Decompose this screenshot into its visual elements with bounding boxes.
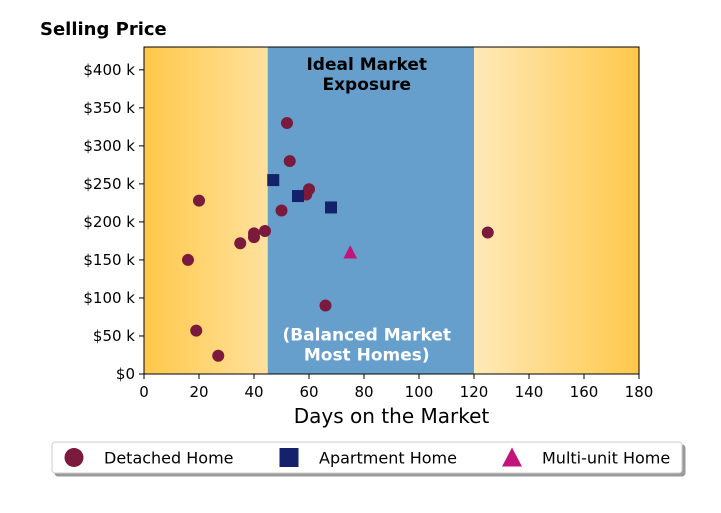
data-point-circle (190, 324, 203, 337)
data-point-square (325, 201, 337, 214)
band-annotation-2: (Balanced Market Most Homes) (282, 326, 451, 366)
annotation-line: Exposure (322, 75, 411, 95)
data-point-circle (281, 117, 293, 130)
y-tick-label: $350 k (83, 99, 135, 117)
legend-marker-circle (64, 448, 84, 467)
x-tick-label: 120 (460, 383, 489, 401)
x-tick-label: 60 (299, 383, 318, 401)
y-tick-label: $50 k (93, 327, 135, 345)
y-tick-label: $0 (116, 365, 135, 383)
legend-label: Multi-unit Home (542, 449, 670, 468)
x-tick-label: 140 (515, 383, 544, 401)
data-point-circle (283, 155, 296, 168)
x-tick-label: 80 (354, 383, 373, 401)
data-point-square (267, 174, 280, 187)
legend-label: Apartment Home (319, 449, 457, 468)
x-tick-label: 180 (625, 383, 654, 401)
y-tick-label: $150 k (83, 251, 135, 269)
data-point-circle (259, 225, 271, 238)
data-point-circle (481, 226, 494, 239)
annotation-line: Ideal Market (306, 55, 427, 75)
legend-marker-triangle (502, 447, 522, 467)
data-point-triangle (343, 245, 358, 259)
x-tick-label: 40 (244, 383, 263, 401)
y-tick-label: $100 k (83, 289, 135, 307)
data-point-circle (275, 204, 288, 217)
x-tick-label: 100 (405, 383, 434, 401)
annotation-line: (Balanced Market (282, 326, 451, 346)
plot-area: Ideal Market Exposure (Balanced Market Most… (143, 46, 640, 375)
y-axis: $0 $50 k $100 k $150 k $200 k $250 k $300 k $35… (83, 61, 144, 383)
legend-marker-square (279, 448, 299, 467)
data-point-circle (248, 231, 260, 244)
x-axis-title: Days on the Market (294, 404, 490, 428)
legend-box (51, 441, 683, 474)
data-point-circle (212, 349, 225, 362)
y-tick-label: $300 k (83, 137, 135, 155)
y-tick-label: $200 k (83, 213, 135, 231)
data-point-circle (303, 183, 315, 196)
annotation-line: Most Homes) (304, 346, 430, 366)
band-annotation-1: Ideal Market Exposure (306, 55, 427, 95)
legend-label: Detached Home (104, 449, 234, 468)
x-tick-label: 0 (139, 383, 149, 401)
data-point-circle (319, 299, 332, 312)
plot-frame (143, 46, 640, 375)
ideal-exposure-band (267, 47, 474, 374)
y-tick-label: $400 k (83, 61, 135, 79)
data-point-square (292, 190, 304, 203)
legend: Detached Home Apartment Home Multi-unit Ho… (51, 441, 683, 474)
y-tick-label: $250 k (83, 175, 135, 193)
data-point-circle (182, 253, 194, 266)
data-point-circle (234, 237, 247, 250)
x-tick-label: 160 (570, 383, 599, 401)
x-axis: 0 20 40 60 80 100 120 140 160 180 (139, 374, 653, 401)
y-axis-title: Selling Price (40, 19, 167, 40)
x-tick-label: 20 (189, 383, 208, 401)
data-point-circle (193, 194, 205, 207)
